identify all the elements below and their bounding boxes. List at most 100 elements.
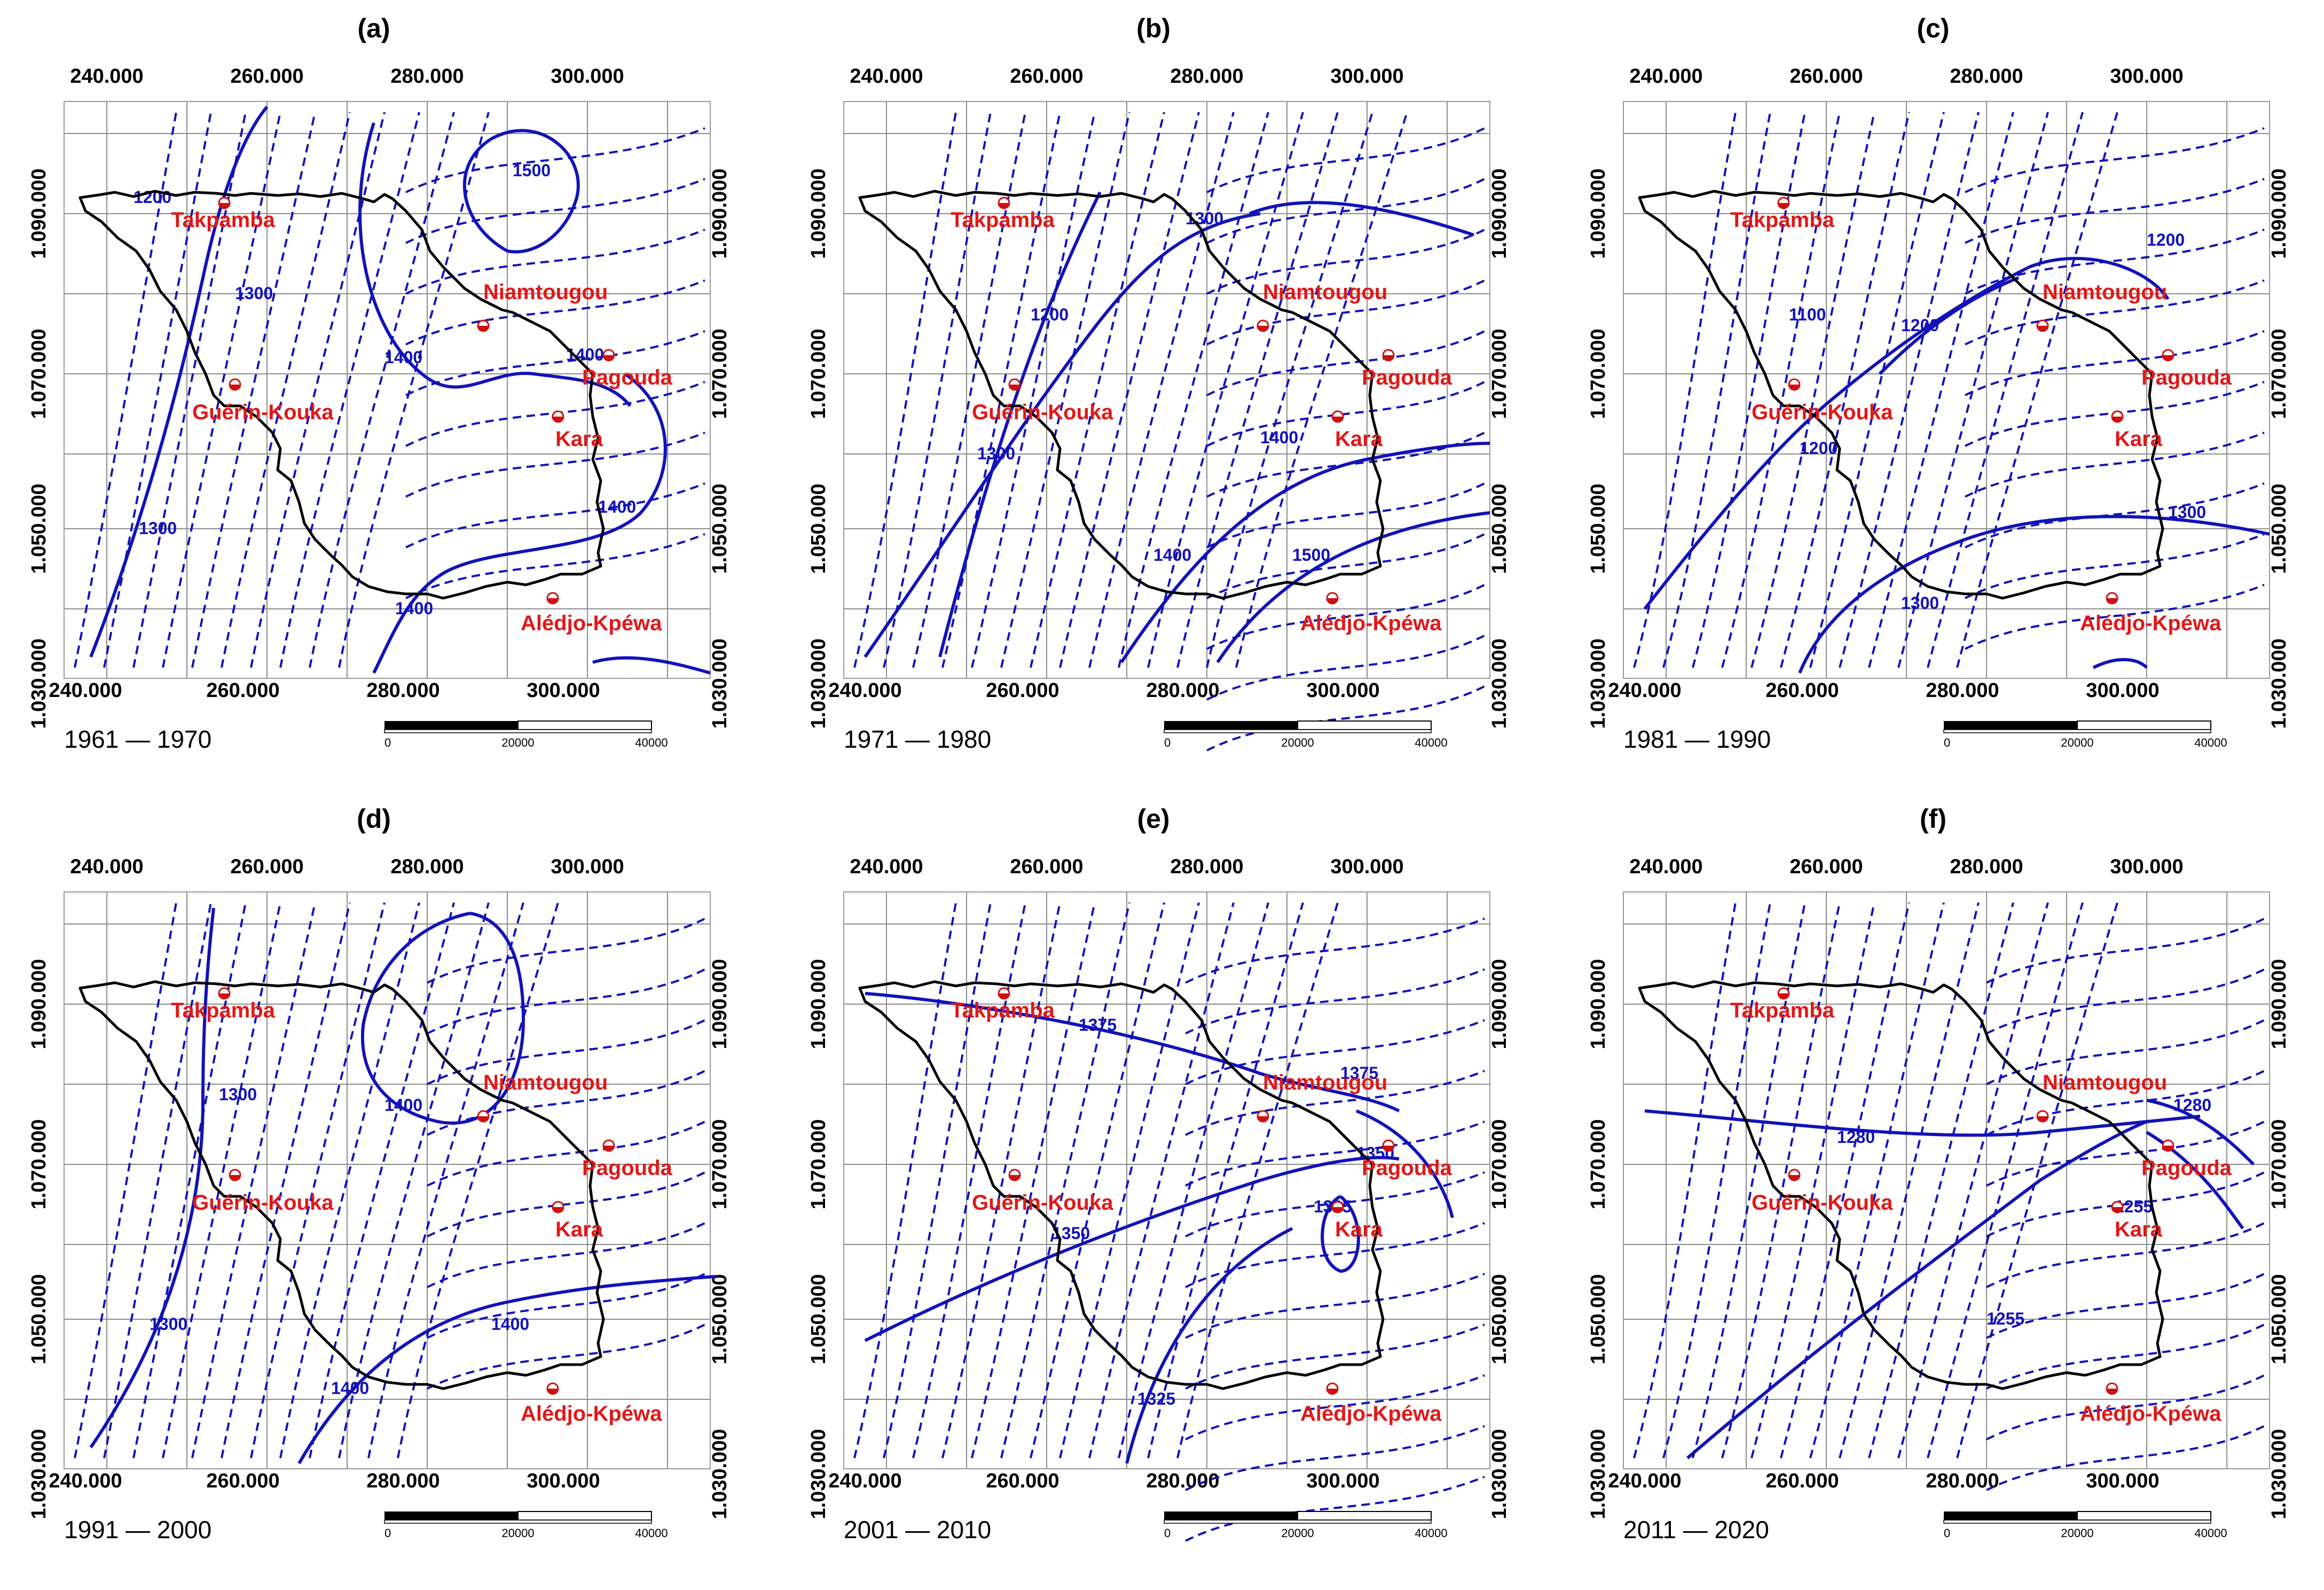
station-label: Kara — [2115, 1218, 2163, 1241]
map-svg: (e) 240.000 260.000 280.000 300.000 240.… — [807, 804, 1511, 1544]
isoline-dashed — [941, 902, 1061, 1459]
isoline-dashed — [1927, 902, 2084, 1459]
isoline-dashed — [1868, 902, 2014, 1459]
isoline-major — [1686, 1120, 2148, 1460]
isoline-dashed — [1000, 902, 1130, 1459]
stations: Takpamba Niamtougou Pagouda Guérin-Kouka — [1730, 987, 2232, 1425]
scale-bar: 0 20000 40000 — [384, 720, 668, 749]
isoline-dashed — [74, 112, 177, 668]
station-label: Pagouda — [582, 1156, 673, 1180]
isoline-dashed — [191, 112, 316, 668]
isoline-major — [1249, 201, 1474, 237]
isoline-major — [1644, 1109, 2201, 1137]
station-label: Guérin-Kouka — [192, 401, 334, 424]
isoline-dashed — [1206, 112, 1373, 668]
top-x-ticks: 240.000 260.000 280.000 300.000 — [850, 65, 1403, 88]
isoline-dashed — [309, 902, 455, 1459]
station-label: Niamtougou — [2043, 1071, 2167, 1094]
y-tick-label: 1.090.000 — [1587, 168, 1609, 259]
isoline-major — [89, 106, 269, 658]
station-label: Alédjo-Kpéwa — [1300, 1402, 1442, 1425]
scale-label: 20000 — [1281, 1526, 1314, 1540]
station-niamtougou: Niamtougou — [2036, 1071, 2167, 1123]
right-y-ticks: 1.090.000 1.070.000 1.050.000 1.030.000 — [1488, 168, 1511, 729]
station-label: Kara — [1335, 1218, 1383, 1241]
isoline-dashed — [971, 902, 1096, 1459]
isoline-dashed — [1147, 902, 1304, 1459]
map-svg: (c) 240.000 260.000 280.000 300.000 240.… — [1587, 13, 2290, 753]
station-pagouda: Pagouda — [582, 349, 673, 389]
isoline-dashed — [1235, 112, 1408, 668]
panel-label: (e) — [1137, 804, 1169, 834]
x-tick-label: 240.000 — [70, 65, 143, 88]
station-label: Guérin-Kouka — [1752, 1191, 1893, 1215]
x-tick-label: 260.000 — [1765, 1470, 1839, 1492]
station-label: Pagouda — [1362, 366, 1453, 389]
station-label: Guérin-Kouka — [192, 1191, 334, 1215]
x-tick-label: 300.000 — [527, 679, 600, 702]
isoline-dashed — [1185, 1323, 1485, 1390]
panel-label: (c) — [1917, 13, 1949, 43]
station-kara: Kara — [552, 410, 603, 451]
x-tick-label: 300.000 — [1306, 679, 1379, 702]
isolines: 1300 1300 1400 1400 1400 — [74, 902, 716, 1464]
y-tick-label: 1.030.000 — [807, 1429, 830, 1519]
station-takpamba: Takpamba — [951, 987, 1055, 1022]
station-kara: Kara — [1331, 410, 1383, 451]
isoline-label: 1375 — [1340, 1063, 1378, 1083]
y-tick-label: 1.090.000 — [1587, 959, 1609, 1049]
y-tick-label: 1.030.000 — [28, 638, 50, 729]
isoline-label: 1400 — [491, 1314, 529, 1334]
y-tick-label: 1.030.000 — [709, 638, 731, 729]
y-tick-label: 1.090.000 — [28, 168, 50, 259]
y-tick-label: 1.070.000 — [28, 328, 50, 419]
x-tick-label: 280.000 — [1926, 679, 1999, 702]
isoline-label: 1200 — [1031, 305, 1069, 324]
left-y-ticks: 1.090.000 1.070.000 1.050.000 1.030.000 — [28, 168, 50, 729]
isoline-dashed — [1965, 279, 2265, 346]
y-tick-label: 1.070.000 — [807, 1119, 830, 1209]
station-pagouda: Pagouda — [582, 1139, 673, 1180]
map-frame — [64, 101, 711, 679]
x-tick-label: 300.000 — [2110, 65, 2183, 88]
isoline-dashed — [1147, 112, 1304, 668]
panel-label: (a) — [357, 13, 390, 43]
isoline-major — [1643, 265, 2030, 610]
x-tick-label: 300.000 — [2086, 679, 2159, 702]
isoline-dashed — [405, 482, 705, 549]
isoline-label: 1400 — [395, 599, 433, 618]
station-aledjo-kpewa: Alédjo-Kpéwa — [521, 1382, 662, 1425]
scale-label: 40000 — [1415, 736, 1447, 749]
isoline-label: 1300 — [139, 519, 177, 538]
y-tick-label: 1.050.000 — [28, 483, 50, 574]
scale-label: 20000 — [2061, 736, 2093, 749]
isoline-dashed — [427, 1222, 705, 1288]
isoline-dashed — [162, 112, 281, 668]
isoline-dashed — [1185, 1019, 1485, 1085]
isoline-dashed — [883, 902, 992, 1459]
map-panel-e: (e) 240.000 260.000 280.000 300.000 240.… — [780, 790, 1554, 1581]
isoline-dashed — [1206, 482, 1485, 549]
station-kara: Kara — [2111, 410, 2163, 451]
y-tick-label: 1.070.000 — [2268, 1119, 2290, 1209]
map-svg: (b) 240.000 260.000 280.000 300.000 240.… — [807, 13, 1511, 753]
map-frame — [1623, 101, 2270, 679]
x-tick-label: 280.000 — [1926, 1470, 1999, 1492]
station-label: Pagouda — [1362, 1156, 1453, 1180]
station-label: Takpamba — [1730, 208, 1835, 232]
isoline-dashed — [427, 918, 705, 984]
isoline-dashed — [971, 112, 1096, 668]
y-tick-label: 1.090.000 — [807, 959, 830, 1049]
isoline-dashed — [1206, 178, 1485, 244]
station-label: Pagouda — [2141, 1156, 2232, 1180]
isoline-dashed — [1185, 1273, 1485, 1339]
isoline-major — [462, 129, 580, 254]
isoline-dashed — [1206, 584, 1485, 650]
station-label: Pagouda — [2141, 366, 2232, 389]
isoline-dashed — [250, 902, 386, 1459]
scale-label: 0 — [384, 1526, 391, 1540]
period-label: 1961 — 1970 — [64, 725, 211, 753]
scale-bar: 0 20000 40000 — [1943, 720, 2227, 749]
y-tick-label: 1.030.000 — [2268, 638, 2290, 729]
